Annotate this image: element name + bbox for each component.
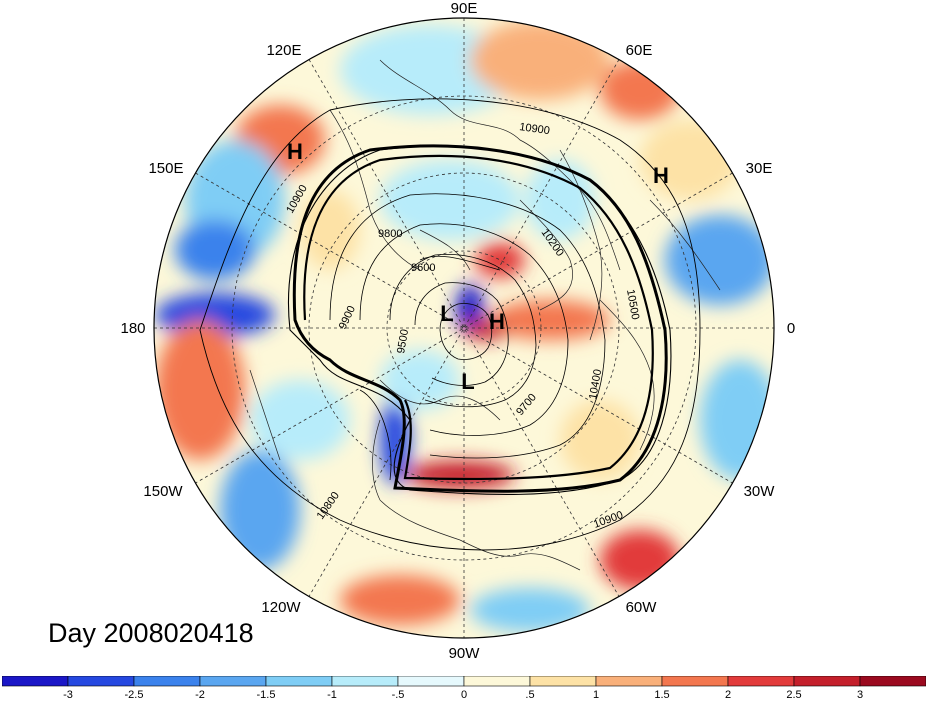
colorbar-tick-label: -2: [195, 689, 205, 700]
height-contours: [199, 98, 701, 551]
colorbar-box: [397, 676, 465, 687]
lon-label-60w: 60W: [626, 599, 658, 616]
contour-label: 10400: [587, 368, 604, 400]
longitude-labels: 90E 60E 30E 0 30W 60W 90W 120W 150W 180 …: [120, 0, 795, 662]
high-marker: H: [653, 163, 669, 188]
colorbar-tick-label: -3: [63, 689, 73, 700]
high-marker: H: [489, 309, 505, 334]
contour-label: 10900: [519, 121, 551, 137]
colorbar-tick-label: 2.5: [786, 689, 801, 700]
colorbar: -3 -2.5 -2 -1.5 -1 -.5 0 .5 1 1.5 2 2.5 3: [2, 676, 926, 700]
colorbar-tick-label: 1: [593, 689, 599, 700]
plot-title: Day 2008020418: [48, 618, 254, 648]
colorbar-box: [595, 676, 663, 687]
map-boundary: [153, 17, 775, 639]
colorbar-box: [661, 676, 729, 687]
colorbar-box: [793, 676, 861, 687]
colorbar-tick-label: -2.5: [125, 689, 144, 700]
colorbar-tick-label: -1.5: [257, 689, 276, 700]
colorbar-tick-label: 2: [725, 689, 731, 700]
low-marker: L: [461, 369, 474, 394]
colorbar-box: [727, 676, 795, 687]
coastlines: [249, 59, 721, 571]
lon-label-0: 0: [787, 320, 795, 337]
colorbar-box: [199, 676, 267, 687]
colorbar-box: [859, 676, 926, 687]
colorbar-box: [2, 676, 69, 687]
lon-label-150e: 150E: [148, 160, 183, 177]
lon-label-90w: 90W: [449, 645, 481, 662]
colorbar-box: [331, 676, 399, 687]
lon-label-120w: 120W: [261, 599, 301, 616]
colorbar-box: [67, 676, 135, 687]
colorbar-tick-label: 0: [461, 689, 467, 700]
contour-label: 10500: [624, 288, 641, 320]
colorbar-tick-label: -1: [327, 689, 337, 700]
contour-label: 9600: [411, 262, 435, 274]
colorbar-tick-labels: -3 -2.5 -2 -1.5 -1 -.5 0 .5 1 1.5 2 2.5 3: [63, 689, 863, 700]
lon-label-60e: 60E: [626, 42, 653, 59]
graticule: [154, 18, 774, 638]
colorbar-boxes: [2, 676, 926, 687]
contour-label: 9500: [395, 328, 411, 354]
colorbar-tick-label: .5: [525, 689, 534, 700]
pressure-centers: H H L H L: [287, 139, 669, 394]
lon-label-90e: 90E: [451, 0, 478, 17]
polar-stereographic-map: 90E 60E 30E 0 30W 60W 90W 120W 150W 180 …: [120, 0, 795, 662]
contour-label: 9800: [378, 228, 402, 240]
lon-label-30e: 30E: [746, 160, 773, 177]
colorbar-box: [133, 676, 201, 687]
colorbar-tick-label: 1.5: [654, 689, 669, 700]
lon-label-180: 180: [120, 320, 145, 337]
lon-label-150w: 150W: [143, 483, 183, 500]
lon-label-120e: 120E: [266, 42, 301, 59]
colorbar-box: [265, 676, 333, 687]
colorbar-box: [529, 676, 597, 687]
colorbar-tick-label: 3: [857, 689, 863, 700]
lon-label-30w: 30W: [744, 483, 776, 500]
high-marker: H: [287, 139, 303, 164]
colorbar-box: [463, 676, 531, 687]
low-marker: L: [440, 301, 453, 326]
colorbar-tick-label: -.5: [392, 689, 405, 700]
